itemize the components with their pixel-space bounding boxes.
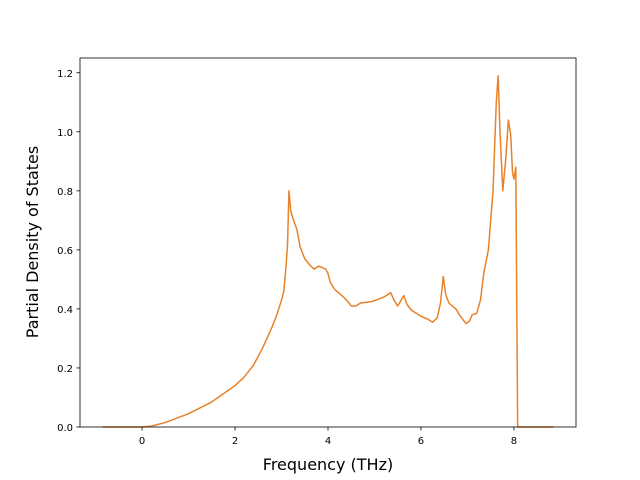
- y-tick-label: 1.2: [57, 69, 73, 80]
- x-tick-label: 4: [325, 436, 331, 447]
- y-tick-label: 0.6: [57, 246, 73, 257]
- x-axis-label: Frequency (THz): [263, 455, 393, 474]
- x-tick-label: 8: [511, 436, 517, 447]
- x-tick-label: 6: [418, 436, 424, 447]
- y-tick-label: 0.8: [57, 187, 73, 198]
- x-tick-label: 2: [232, 436, 238, 447]
- plot-frame: [79, 57, 577, 428]
- data-line: [102, 74, 554, 428]
- x-tick-label: 0: [139, 436, 145, 447]
- y-tick-label: 0.2: [57, 364, 73, 375]
- y-tick-label: 1.0: [57, 128, 73, 139]
- y-tick-label: 0.0: [57, 423, 73, 434]
- y-axis-label: Partial Density of States: [23, 146, 42, 338]
- y-tick-label: 0.4: [57, 305, 73, 316]
